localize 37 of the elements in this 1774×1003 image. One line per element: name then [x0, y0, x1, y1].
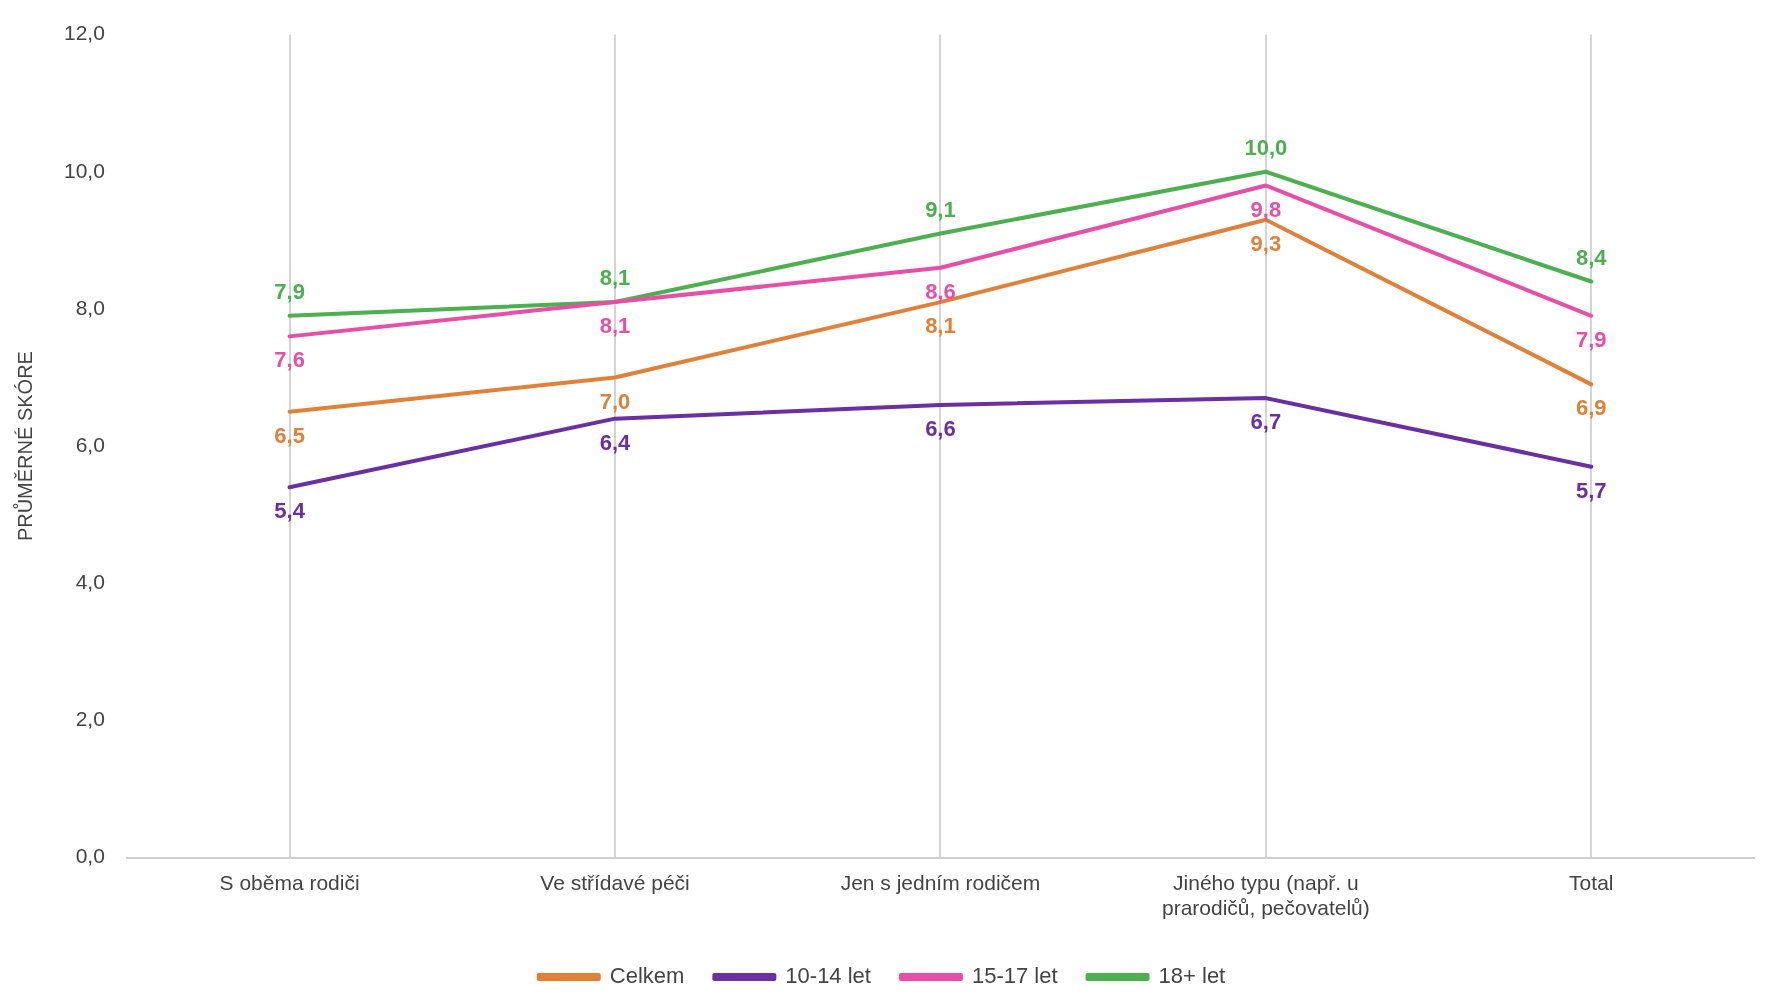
- y-tick-label: 2,0: [75, 707, 105, 731]
- y-axis-title: PRŮMĚRNÉ SKÓRE: [12, 351, 36, 542]
- data-label: 10,0: [1244, 134, 1288, 160]
- data-label: 5,7: [1575, 477, 1607, 503]
- legend-label: 18+ let: [1158, 963, 1226, 989]
- data-label: 6,4: [599, 429, 632, 455]
- y-tick-label: 12,0: [64, 21, 105, 45]
- data-label: 8,1: [925, 313, 956, 339]
- y-tick-label: 0,0: [75, 844, 105, 868]
- data-label: 7,9: [274, 278, 305, 304]
- legend-label: 15-17 let: [971, 963, 1058, 989]
- data-label: 9,1: [925, 196, 956, 222]
- data-label: 7,0: [599, 388, 631, 414]
- data-label: 8,1: [599, 265, 631, 291]
- legend-label: Celkem: [609, 963, 685, 989]
- data-label: 6,5: [274, 422, 305, 448]
- x-tick-label: Jen s jedním rodičem: [840, 871, 1041, 894]
- y-tick-label: 6,0: [75, 432, 105, 456]
- y-tick-label: 4,0: [75, 570, 105, 594]
- data-label: 6,7: [1250, 409, 1282, 435]
- legend-label: 10-14 let: [785, 963, 871, 989]
- data-label: 8,1: [599, 313, 631, 339]
- data-label: 7,9: [1575, 326, 1607, 352]
- data-label: 9,8: [1250, 196, 1282, 222]
- data-label: 9,3: [1250, 230, 1282, 256]
- x-tick-label: Jiného typu (např. u prarodičů, pečovatelů): [1161, 871, 1370, 920]
- data-label: 8,4: [1575, 244, 1608, 270]
- x-tick-label: Ve střídavé péči: [540, 871, 690, 894]
- data-label: 6,9: [1575, 395, 1607, 421]
- x-tick-label: S oběma rodiči: [219, 871, 360, 894]
- x-tick-label: Total: [1569, 871, 1614, 894]
- data-label: 7,6: [274, 347, 305, 373]
- y-tick-label: 10,0: [64, 158, 105, 182]
- data-label: 5,4: [274, 498, 306, 524]
- data-label: 8,6: [925, 278, 956, 304]
- data-label: 6,6: [925, 416, 956, 442]
- y-tick-label: 8,0: [75, 295, 105, 319]
